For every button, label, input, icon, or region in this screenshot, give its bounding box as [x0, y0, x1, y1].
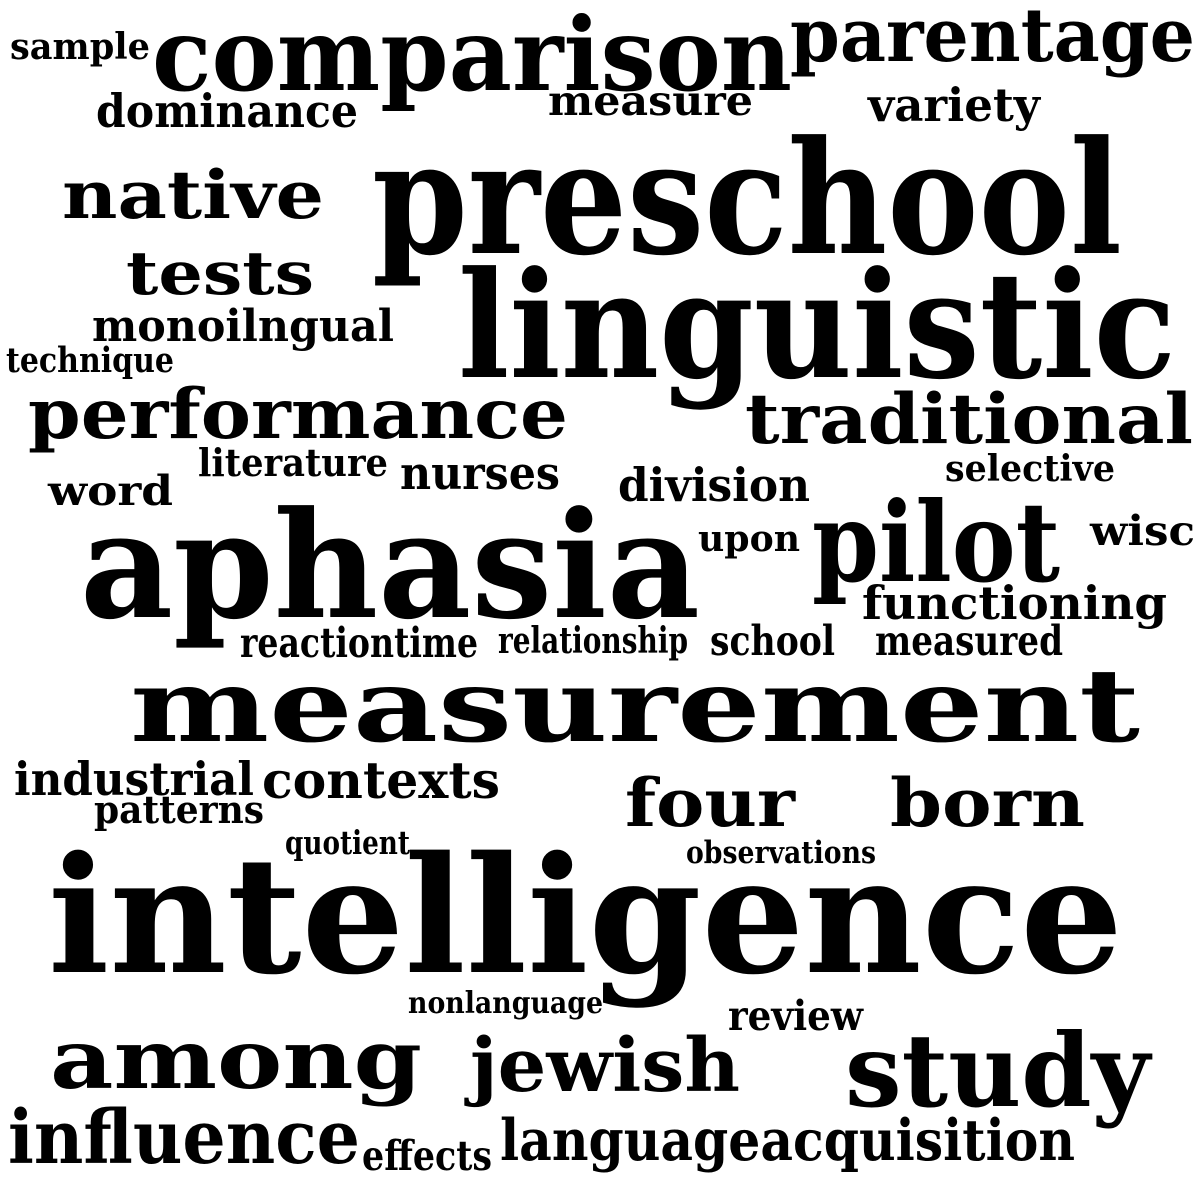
word-born: born [890, 764, 1085, 842]
word-influence: influence [8, 1095, 360, 1181]
word-pilot: pilot [812, 478, 1060, 608]
word-upon: upon [698, 516, 800, 560]
word-study: study [845, 1011, 1150, 1130]
word-performance: performance [28, 374, 568, 455]
word-monoilngual: monoilngual [92, 301, 394, 352]
word-selective: selective [945, 446, 1115, 490]
word-native: native [62, 156, 324, 234]
word-contexts: contexts [262, 750, 500, 810]
word-effects: effects [362, 1131, 492, 1180]
word-patterns: patterns [94, 788, 264, 833]
word-literature: literature [198, 441, 388, 486]
word-variety: variety [868, 78, 1040, 132]
word-intelligence: intelligence [48, 821, 1123, 1010]
word-measurement: measurement [130, 646, 1140, 765]
word-traditional: traditional [745, 379, 1193, 460]
word-review: review [728, 991, 863, 1040]
word-linguistic: linguistic [458, 239, 1176, 412]
word-sample: sample [10, 24, 150, 68]
word-school: school [710, 616, 835, 665]
word-parentage: parentage [790, 0, 1195, 79]
word-tests: tests [126, 239, 314, 309]
word-measured: measured [875, 616, 1063, 665]
word-aphasia: aphasia [80, 479, 700, 652]
word-industrial: industrial [14, 752, 254, 806]
word-word: word [48, 466, 173, 515]
word-dominance: dominance [96, 84, 358, 138]
word-observations: observations [686, 835, 876, 871]
word-technique: technique [6, 340, 174, 381]
word-functioning: functioning [862, 576, 1167, 630]
word-quotient: quotient [285, 823, 410, 862]
word-reactiontime: reactiontime [240, 618, 478, 667]
word-nonlanguage: nonlanguage [408, 985, 603, 1020]
word-jewish: jewish [470, 1023, 740, 1109]
word-relationship: relationship [498, 618, 688, 662]
word-preschool: preschool [372, 106, 1122, 290]
word-measure: measure [548, 76, 753, 125]
word-wisc: wisc [1090, 506, 1195, 555]
word-nurses: nurses [400, 446, 560, 500]
word-among: among [50, 1010, 422, 1108]
word-four: four [625, 764, 795, 842]
word-division: division [618, 458, 810, 512]
word-languageacquisition: languageacquisition [500, 1107, 1075, 1174]
word-comparison: comparison [152, 0, 792, 114]
